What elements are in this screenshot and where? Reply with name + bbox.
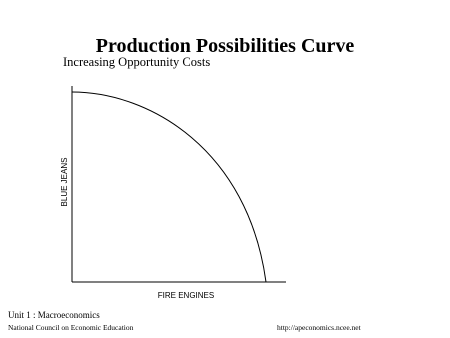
x-axis-label: FIRE ENGINES [158,291,214,300]
subtitle: Increasing Opportunity Costs [63,55,210,69]
footer-url: http://apeconomics.ncee.net [277,323,362,332]
footer-unit: Unit 1 : Macroeconomics [8,310,100,320]
title: Production Possibilities Curve [96,35,355,57]
ppc-curve [71,91,267,283]
footer-organization: National Council on Economic Education [8,323,134,332]
y-axis-label: BLUE JEANS [60,158,69,207]
